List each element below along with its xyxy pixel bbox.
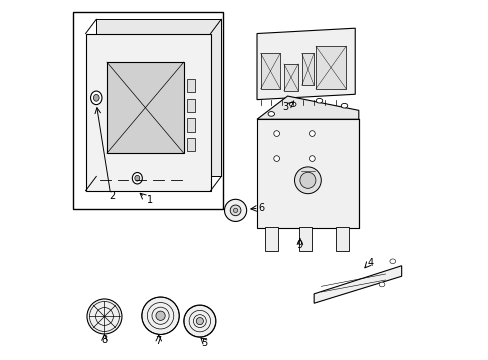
Bar [264, 227, 277, 251]
Ellipse shape [183, 305, 216, 337]
Ellipse shape [273, 156, 279, 161]
Text: 8: 8 [101, 335, 107, 345]
Ellipse shape [273, 131, 279, 136]
Ellipse shape [142, 297, 179, 334]
Ellipse shape [156, 311, 165, 320]
Bar [283, 64, 298, 91]
Bar [187, 79, 195, 93]
Ellipse shape [135, 175, 140, 181]
Bar [96, 19, 221, 176]
Ellipse shape [378, 282, 384, 287]
Bar [107, 62, 183, 153]
Ellipse shape [196, 318, 203, 325]
Ellipse shape [90, 91, 102, 105]
Ellipse shape [389, 259, 395, 264]
Bar [187, 118, 195, 132]
Ellipse shape [309, 131, 315, 136]
Bar [260, 53, 280, 89]
Bar [187, 99, 195, 112]
Bar [299, 227, 312, 251]
Ellipse shape [230, 205, 241, 216]
Ellipse shape [309, 156, 315, 161]
Ellipse shape [87, 299, 122, 334]
Polygon shape [257, 96, 358, 119]
Ellipse shape [132, 172, 142, 184]
Bar [301, 53, 313, 85]
Ellipse shape [267, 112, 274, 116]
Bar [73, 12, 223, 208]
Bar [85, 33, 210, 191]
Text: 5: 5 [201, 338, 207, 348]
Ellipse shape [316, 98, 322, 103]
Text: 9: 9 [296, 240, 302, 250]
Ellipse shape [299, 172, 315, 188]
Text: 4: 4 [366, 258, 372, 268]
Bar [315, 46, 346, 89]
Ellipse shape [341, 103, 347, 108]
Bar [257, 119, 358, 228]
Ellipse shape [224, 199, 246, 221]
Bar [336, 227, 348, 251]
Text: 1: 1 [146, 195, 153, 204]
Ellipse shape [93, 94, 99, 101]
Text: 2: 2 [109, 191, 115, 201]
Ellipse shape [294, 167, 321, 194]
Ellipse shape [233, 208, 237, 212]
Text: 6: 6 [258, 203, 264, 213]
Bar [187, 138, 195, 152]
Polygon shape [313, 266, 401, 303]
Ellipse shape [289, 102, 295, 107]
Polygon shape [257, 28, 354, 100]
Text: 7: 7 [155, 337, 162, 346]
Text: 3: 3 [282, 102, 288, 112]
